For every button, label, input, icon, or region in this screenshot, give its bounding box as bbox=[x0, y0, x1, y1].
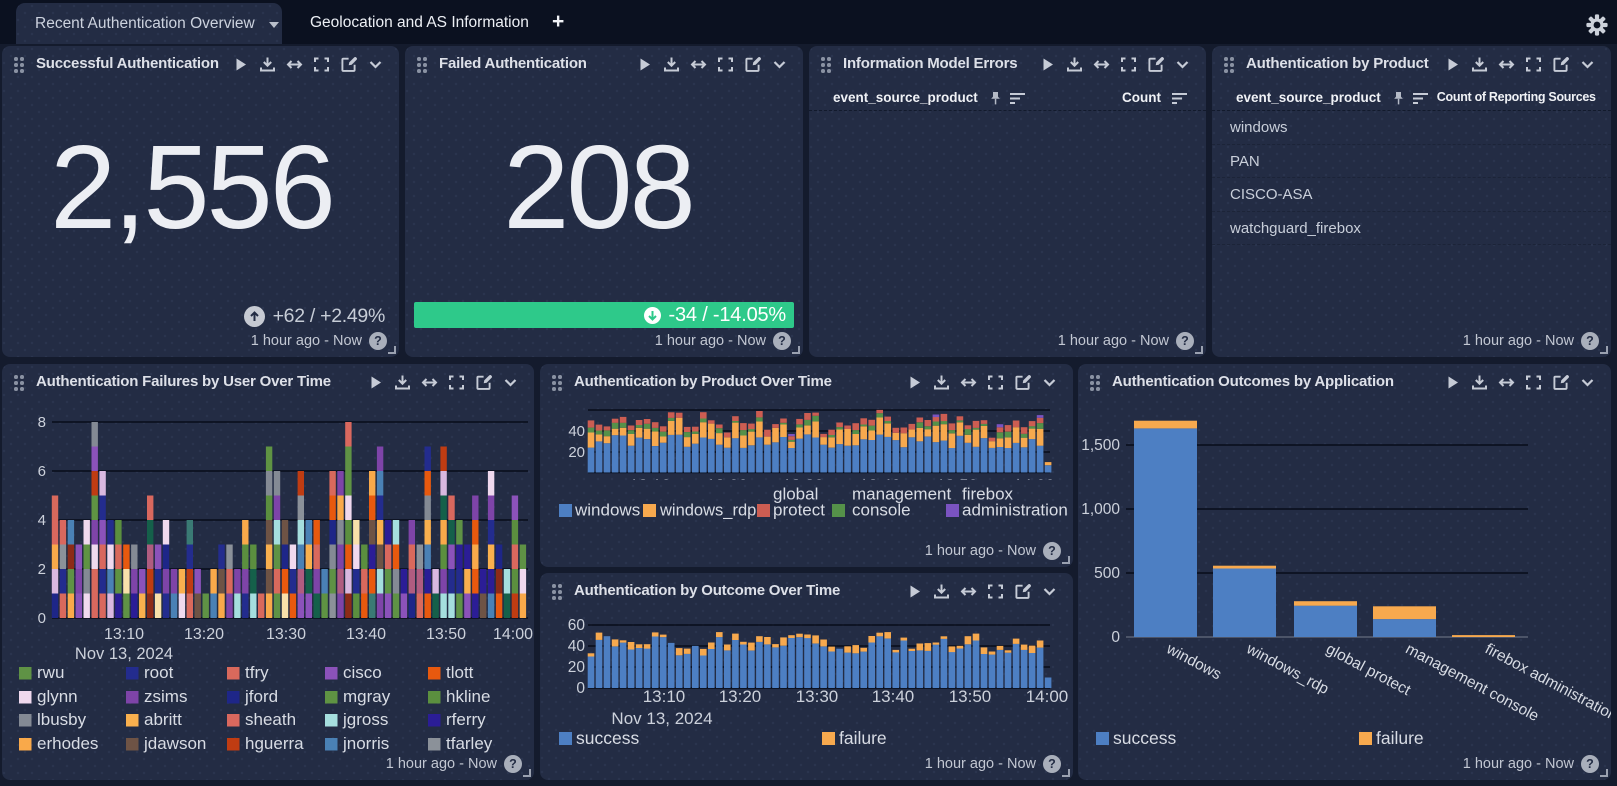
svg-text:tfry: tfry bbox=[245, 663, 269, 682]
svg-text:500: 500 bbox=[1094, 565, 1120, 582]
svg-text:20: 20 bbox=[568, 659, 586, 676]
svg-text:global protect: global protect bbox=[1323, 641, 1414, 700]
svg-text:sheath: sheath bbox=[245, 710, 296, 729]
svg-text:13:20: 13:20 bbox=[706, 477, 747, 495]
svg-text:windows: windows bbox=[574, 501, 640, 520]
svg-text:jgross: jgross bbox=[342, 710, 388, 729]
svg-text:console: console bbox=[852, 501, 911, 520]
svg-text:hguerra: hguerra bbox=[245, 734, 304, 753]
svg-text:failure: failure bbox=[1376, 728, 1424, 748]
svg-text:60: 60 bbox=[568, 617, 586, 634]
svg-text:40: 40 bbox=[568, 423, 585, 440]
svg-text:success: success bbox=[576, 728, 639, 748]
svg-text:13:40: 13:40 bbox=[859, 477, 900, 495]
svg-text:1,000: 1,000 bbox=[1081, 501, 1120, 518]
svg-text:13:10: 13:10 bbox=[629, 477, 670, 495]
svg-text:zsims: zsims bbox=[144, 687, 187, 706]
svg-text:2: 2 bbox=[38, 561, 46, 578]
svg-text:hkline: hkline bbox=[446, 687, 490, 706]
svg-text:tlott: tlott bbox=[446, 663, 474, 682]
svg-text:cisco: cisco bbox=[343, 663, 382, 682]
svg-text:mgray: mgray bbox=[343, 687, 391, 706]
svg-text:13:10: 13:10 bbox=[104, 626, 144, 643]
svg-text:glynn: glynn bbox=[37, 687, 78, 706]
svg-text:jnorris: jnorris bbox=[342, 734, 389, 753]
svg-text:14:00: 14:00 bbox=[493, 626, 533, 643]
svg-text:abritt: abritt bbox=[144, 710, 182, 729]
svg-text:root: root bbox=[144, 663, 174, 682]
svg-text:20: 20 bbox=[568, 444, 585, 461]
svg-text:4: 4 bbox=[38, 512, 46, 529]
svg-text:Nov 13, 2024: Nov 13, 2024 bbox=[75, 645, 173, 663]
svg-text:Nov 13, 2024: Nov 13, 2024 bbox=[611, 709, 712, 728]
svg-text:windows_rdp: windows_rdp bbox=[659, 502, 756, 520]
svg-text:rferry: rferry bbox=[446, 710, 486, 729]
svg-text:failure: failure bbox=[839, 728, 887, 748]
svg-text:global: global bbox=[773, 485, 818, 504]
svg-text:rwu: rwu bbox=[37, 663, 64, 682]
svg-text:management: management bbox=[852, 485, 952, 504]
svg-text:jford: jford bbox=[244, 687, 278, 706]
svg-text:erhodes: erhodes bbox=[37, 734, 98, 753]
svg-text:6: 6 bbox=[38, 463, 46, 480]
svg-text:lbusby: lbusby bbox=[37, 710, 87, 729]
svg-text:13:40: 13:40 bbox=[872, 687, 915, 706]
svg-text:13:30: 13:30 bbox=[782, 477, 823, 495]
svg-text:administration: administration bbox=[962, 501, 1068, 520]
svg-text:tfarley: tfarley bbox=[446, 734, 493, 753]
svg-text:13:50: 13:50 bbox=[949, 687, 992, 706]
svg-text:success: success bbox=[1113, 728, 1176, 748]
svg-text:40: 40 bbox=[568, 638, 586, 655]
svg-text:13:40: 13:40 bbox=[346, 626, 386, 643]
svg-text:13:30: 13:30 bbox=[796, 687, 839, 706]
svg-text:13:30: 13:30 bbox=[266, 626, 306, 643]
svg-text:13:50: 13:50 bbox=[426, 626, 466, 643]
svg-text:jdawson: jdawson bbox=[143, 734, 206, 753]
svg-text:1,500: 1,500 bbox=[1081, 437, 1120, 454]
svg-text:firebox: firebox bbox=[962, 485, 1014, 504]
svg-text:0: 0 bbox=[38, 610, 46, 627]
svg-text:13:20: 13:20 bbox=[184, 626, 224, 643]
svg-text:14:00: 14:00 bbox=[1026, 687, 1069, 706]
svg-text:13:50: 13:50 bbox=[936, 477, 977, 495]
svg-text:management console: management console bbox=[1403, 641, 1542, 726]
svg-text:0: 0 bbox=[576, 680, 585, 697]
svg-text:windows_rdp: windows_rdp bbox=[1243, 640, 1332, 698]
svg-text:8: 8 bbox=[38, 414, 46, 431]
svg-text:0: 0 bbox=[1111, 629, 1120, 646]
svg-text:13:20: 13:20 bbox=[719, 687, 762, 706]
svg-text:protect: protect bbox=[773, 501, 825, 520]
svg-text:13:10: 13:10 bbox=[643, 687, 686, 706]
svg-text:windows: windows bbox=[1163, 640, 1225, 684]
svg-text:firebox administration: firebox administration bbox=[1482, 641, 1611, 725]
svg-text:14:00: 14:00 bbox=[1013, 477, 1054, 495]
